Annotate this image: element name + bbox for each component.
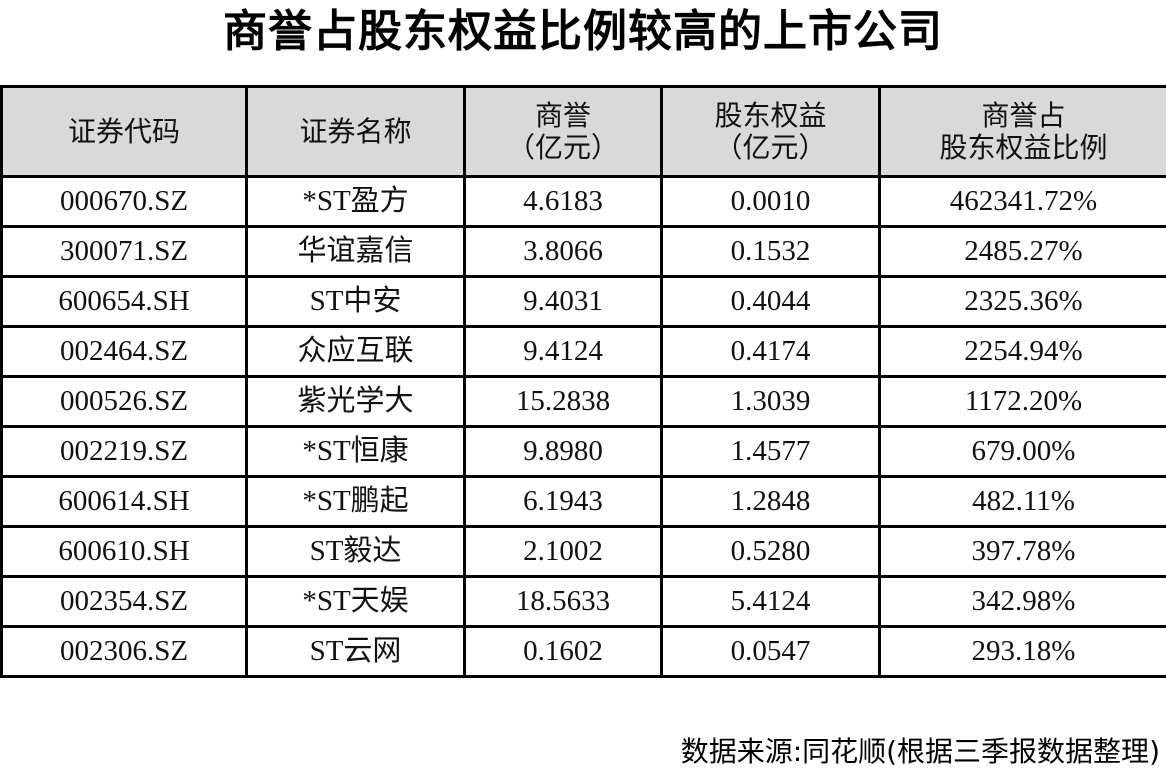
cell-ratio: 2254.94% — [878, 325, 1166, 378]
cell-goodwill: 18.5633 — [463, 575, 663, 628]
cell-code: 002464.SZ — [0, 325, 248, 378]
column-header-ratio: 商誉占 股东权益比例 — [878, 85, 1166, 178]
table-row: 002464.SZ 众应互联 9.4124 0.4174 2254.94% — [0, 325, 1166, 378]
cell-ratio: 679.00% — [878, 425, 1166, 478]
cell-name: 华谊嘉信 — [245, 225, 466, 278]
cell-name: ST云网 — [245, 625, 466, 678]
column-header-name: 证券名称 — [245, 85, 466, 178]
cell-equity: 1.4577 — [660, 425, 881, 478]
table-body: 000670.SZ *ST盈方 4.6183 0.0010 462341.72% 3000… — [0, 175, 1166, 678]
cell-equity: 0.4044 — [660, 275, 881, 328]
cell-equity: 1.2848 — [660, 475, 881, 528]
cell-equity: 0.4174 — [660, 325, 881, 378]
table-row: 600614.SH *ST鹏起 6.1943 1.2848 482.11% — [0, 475, 1166, 528]
cell-ratio: 293.18% — [878, 625, 1166, 678]
cell-goodwill: 9.4031 — [463, 275, 663, 328]
cell-goodwill: 9.8980 — [463, 425, 663, 478]
table-row: 002306.SZ ST云网 0.1602 0.0547 293.18% — [0, 625, 1166, 678]
table-row: 002219.SZ *ST恒康 9.8980 1.4577 679.00% — [0, 425, 1166, 478]
table-row: 002354.SZ *ST天娱 18.5633 5.4124 342.98% — [0, 575, 1166, 628]
cell-equity: 1.3039 — [660, 375, 881, 428]
header-line1: 商誉占 — [981, 98, 1066, 132]
header-line1: 股东权益 — [714, 98, 827, 132]
cell-ratio: 1172.20% — [878, 375, 1166, 428]
source-note: 数据来源:同花顺(根据三季报数据整理) — [680, 735, 1160, 768]
cell-ratio: 2485.27% — [878, 225, 1166, 278]
table-row: 600610.SH ST毅达 2.1002 0.5280 397.78% — [0, 525, 1166, 578]
cell-equity: 5.4124 — [660, 575, 881, 628]
cell-name: *ST天娱 — [245, 575, 466, 628]
cell-ratio: 462341.72% — [878, 175, 1166, 228]
cell-code: 000526.SZ — [0, 375, 248, 428]
cell-ratio: 482.11% — [878, 475, 1166, 528]
cell-equity: 0.5280 — [660, 525, 881, 578]
cell-goodwill: 15.2838 — [463, 375, 663, 428]
cell-goodwill: 6.1943 — [463, 475, 663, 528]
cell-name: *ST恒康 — [245, 425, 466, 478]
table-row: 000670.SZ *ST盈方 4.6183 0.0010 462341.72% — [0, 175, 1166, 228]
table-row: 600654.SH ST中安 9.4031 0.4044 2325.36% — [0, 275, 1166, 328]
column-header-equity: 股东权益 （亿元） — [660, 85, 881, 178]
cell-name: 紫光学大 — [245, 375, 466, 428]
cell-code: 002219.SZ — [0, 425, 248, 478]
cell-name: 众应互联 — [245, 325, 466, 378]
header-line2: 股东权益比例 — [939, 130, 1108, 164]
cell-code: 600610.SH — [0, 525, 248, 578]
cell-ratio: 2325.36% — [878, 275, 1166, 328]
cell-equity: 0.1532 — [660, 225, 881, 278]
header-line2: （亿元） — [714, 130, 827, 164]
cell-name: ST毅达 — [245, 525, 466, 578]
cell-code: 002306.SZ — [0, 625, 248, 678]
cell-code: 300071.SZ — [0, 225, 248, 278]
cell-ratio: 397.78% — [878, 525, 1166, 578]
header-line1: 商誉 — [534, 98, 591, 132]
cell-code: 600614.SH — [0, 475, 248, 528]
header-row: 证券代码 证券名称 商誉 （亿元） 股东权益 （亿元） 商誉占 股东权益比例 — [0, 85, 1166, 178]
cell-goodwill: 2.1002 — [463, 525, 663, 578]
column-header-code: 证券代码 — [0, 85, 248, 178]
header-line1: 证券名称 — [299, 114, 412, 148]
cell-name: ST中安 — [245, 275, 466, 328]
cell-code: 000670.SZ — [0, 175, 248, 228]
table-row: 000526.SZ 紫光学大 15.2838 1.3039 1172.20% — [0, 375, 1166, 428]
cell-goodwill: 0.1602 — [463, 625, 663, 678]
page-title: 商誉占股东权益比例较高的上市公司 — [223, 6, 943, 57]
goodwill-table: 证券代码 证券名称 商誉 （亿元） 股东权益 （亿元） 商誉占 股东权益比例 000670.S… — [0, 85, 1166, 678]
cell-name: *ST鹏起 — [245, 475, 466, 528]
cell-equity: 0.0010 — [660, 175, 881, 228]
header-line2: （亿元） — [506, 130, 619, 164]
cell-name: *ST盈方 — [245, 175, 466, 228]
cell-code: 600654.SH — [0, 275, 248, 328]
cell-equity: 0.0547 — [660, 625, 881, 678]
cell-ratio: 342.98% — [878, 575, 1166, 628]
table-row: 300071.SZ 华谊嘉信 3.8066 0.1532 2485.27% — [0, 225, 1166, 278]
cell-goodwill: 4.6183 — [463, 175, 663, 228]
column-header-goodwill: 商誉 （亿元） — [463, 85, 663, 178]
header-line1: 证券代码 — [67, 114, 180, 148]
cell-goodwill: 9.4124 — [463, 325, 663, 378]
cell-goodwill: 3.8066 — [463, 225, 663, 278]
cell-code: 002354.SZ — [0, 575, 248, 628]
